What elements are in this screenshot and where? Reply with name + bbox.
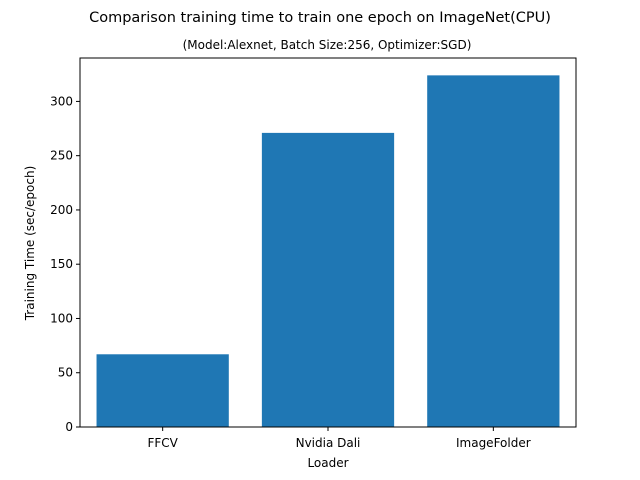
y-tick-label: 100 [50, 311, 73, 325]
chart-subtitle: (Model:Alexnet, Batch Size:256, Optimize… [183, 38, 472, 52]
y-axis: 0 50 100 150 200 250 300 [50, 94, 80, 434]
x-axis: FFCV Nvidia Dali ImageFolder [147, 427, 531, 450]
y-tick-label: 200 [50, 203, 73, 217]
bars-group [96, 75, 560, 427]
y-axis-label: Training Time (sec/epoch) [23, 166, 37, 322]
y-tick-label: 300 [50, 94, 73, 108]
plot-frame [79, 57, 577, 428]
y-tick-label: 150 [50, 257, 73, 271]
y-tick-label: 50 [58, 366, 73, 380]
x-tick-label: ImageFolder [456, 436, 531, 450]
x-axis-label: Loader [307, 456, 348, 470]
y-tick-label: 0 [65, 420, 73, 434]
bar-imagefolder [427, 75, 560, 427]
chart-title: Comparison training time to train one ep… [89, 10, 551, 26]
bar-nvidia-dali [261, 132, 395, 427]
x-tick-label: FFCV [147, 436, 178, 450]
y-tick-label: 250 [50, 149, 73, 163]
x-tick-label: Nvidia Dali [296, 436, 361, 450]
bar-ffcv [96, 354, 229, 427]
